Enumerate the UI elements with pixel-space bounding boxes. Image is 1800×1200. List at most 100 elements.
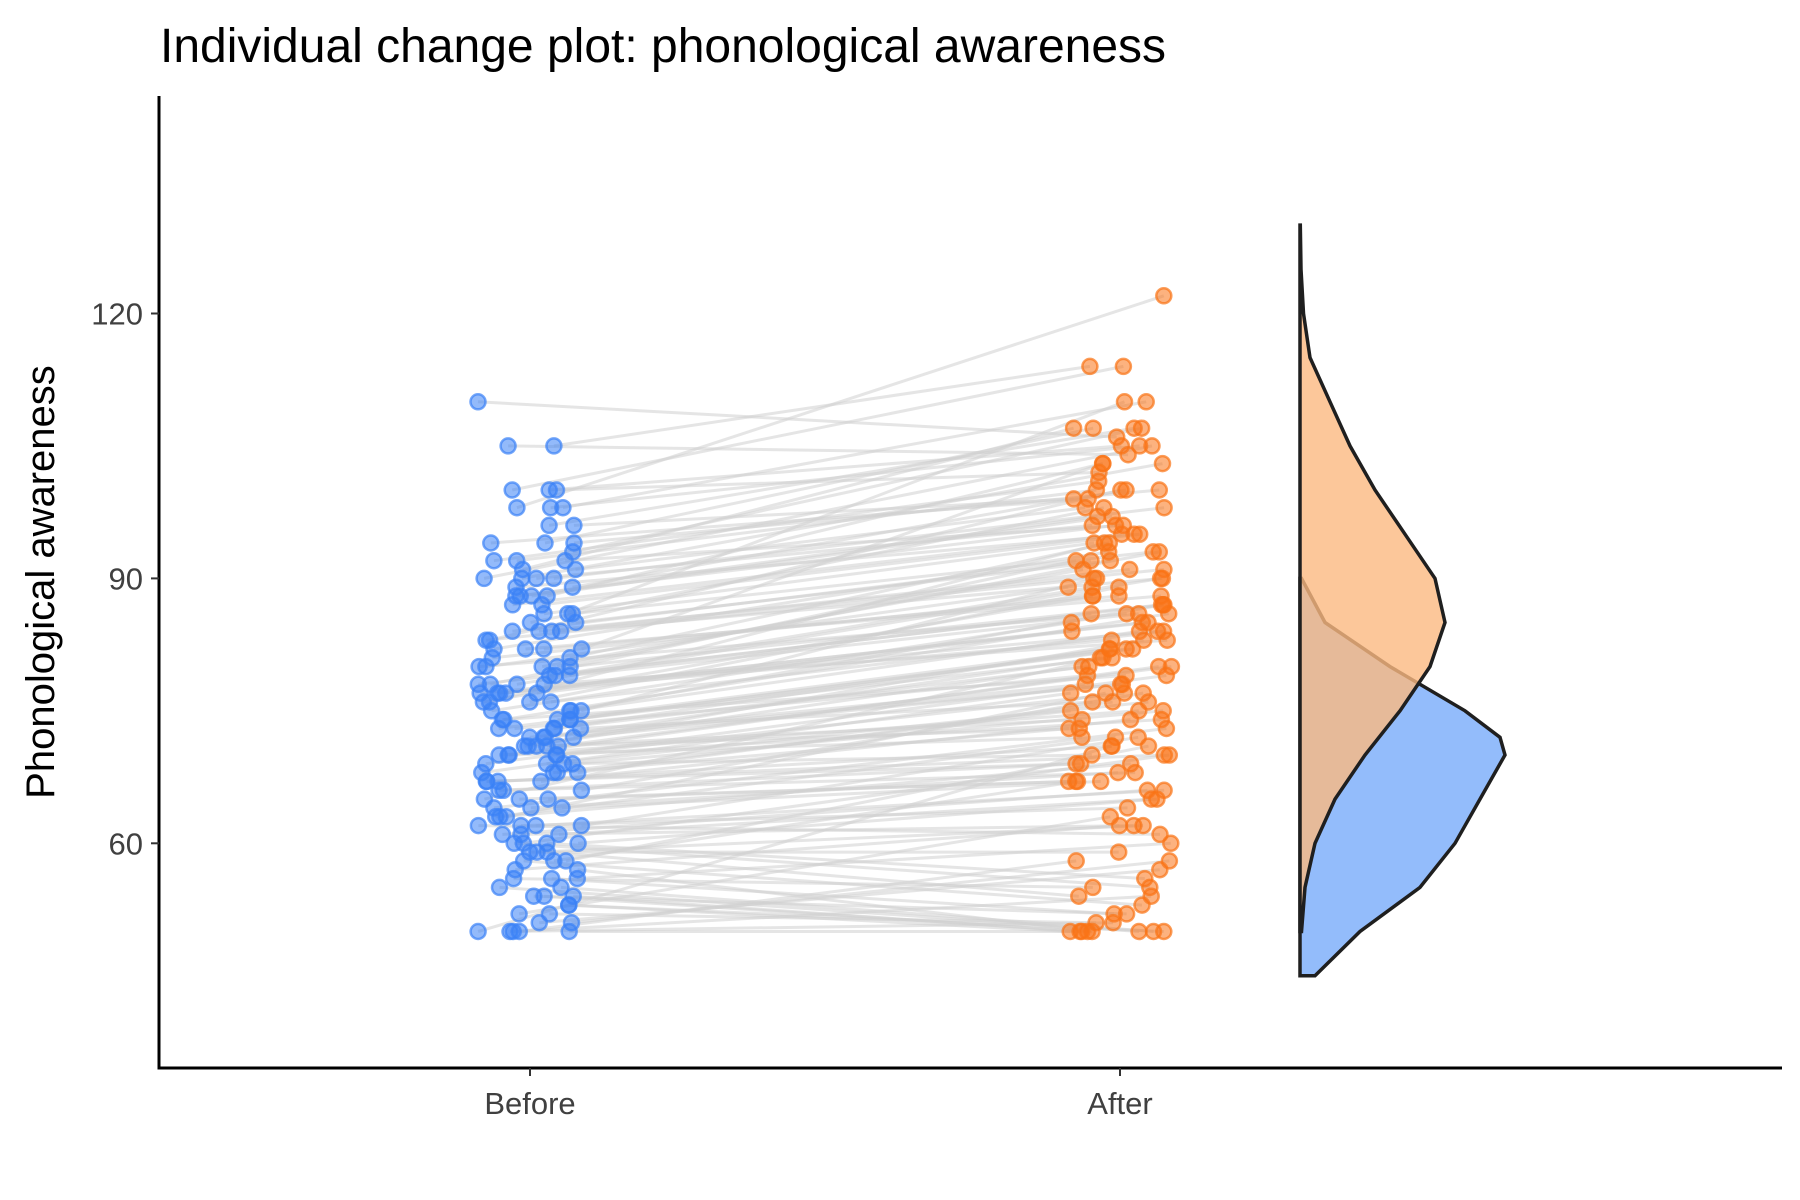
before-point (564, 728, 583, 747)
before-point (566, 613, 585, 632)
after-point (1123, 640, 1142, 658)
after-point (1144, 543, 1162, 561)
pair-line (518, 815, 1111, 916)
pair-line (581, 735, 1139, 828)
pair-line (509, 735, 1082, 757)
after-point (1091, 649, 1110, 667)
pair-line (520, 806, 1128, 828)
before-point (532, 772, 550, 791)
before-point (469, 393, 487, 411)
before-point (553, 799, 571, 817)
pair-line (509, 921, 1114, 933)
chart-title: Individual change plot: phonological awa… (160, 20, 1166, 73)
pair-line (572, 550, 1154, 616)
before-point (493, 825, 512, 844)
after-point (1120, 560, 1139, 579)
before-point (508, 498, 526, 517)
before-point (497, 808, 516, 826)
before-point (566, 560, 585, 579)
pair-line (553, 779, 1078, 863)
pair-line (541, 532, 1140, 607)
before-point (565, 516, 583, 535)
after-point (1155, 922, 1173, 941)
after-point (1109, 763, 1127, 782)
after-point (1125, 816, 1143, 835)
after-point (1083, 587, 1102, 605)
after-point (1084, 878, 1102, 897)
pair-line (483, 594, 1094, 704)
before-point (557, 852, 575, 870)
before-point (475, 569, 493, 588)
after-point (1133, 896, 1151, 914)
after-point (1118, 799, 1137, 817)
after-point (1159, 604, 1178, 623)
before-point (572, 781, 591, 800)
x-tick-label: Before (484, 1086, 575, 1121)
after-point (1112, 481, 1130, 499)
after-point (1083, 516, 1102, 535)
y-tick-label: 120 (91, 297, 143, 332)
before-point (469, 816, 488, 835)
pair-line (521, 462, 1163, 580)
after-point (1060, 719, 1078, 738)
pair-line (503, 612, 1169, 722)
y-tick-label: 60 (109, 826, 143, 861)
before-point (572, 640, 591, 658)
pair-line (572, 488, 1127, 589)
after-point (1091, 772, 1110, 791)
pair-line (516, 294, 1165, 510)
pair-line (558, 797, 1152, 836)
after-point (1137, 393, 1155, 411)
after-point (1134, 631, 1153, 649)
before-point (489, 719, 508, 738)
after-point (1070, 887, 1088, 905)
after-point (1150, 481, 1169, 499)
before-point (482, 534, 500, 552)
after-point (1142, 790, 1161, 808)
after-point (1155, 287, 1173, 305)
after-point (1073, 728, 1091, 747)
before-point (542, 693, 560, 711)
after-point (1130, 437, 1149, 455)
pair-line (522, 426, 1074, 571)
after-point (1068, 772, 1087, 791)
before-point (540, 481, 558, 499)
after-point (1115, 393, 1134, 411)
after-point (1139, 737, 1158, 755)
before-point (572, 702, 590, 720)
after-point (1061, 702, 1080, 720)
after-point (1110, 587, 1128, 605)
pair-line (562, 400, 1147, 510)
before-point (544, 763, 563, 782)
after-point (1063, 622, 1081, 641)
pair-line (477, 744, 1112, 933)
pair-line (565, 744, 1149, 863)
before-point (535, 640, 553, 658)
after-point (1151, 860, 1169, 879)
after-point (1110, 816, 1129, 835)
before-point (524, 887, 543, 905)
before-point (569, 834, 587, 853)
before-point (510, 905, 528, 923)
before-point (535, 604, 553, 623)
density-curves (1298, 223, 1507, 978)
before-point (530, 913, 549, 932)
pair-line (529, 585, 1120, 704)
after-point (1076, 675, 1095, 694)
before-point (503, 622, 522, 641)
after-point (1061, 922, 1079, 941)
pair-line (540, 718, 1131, 783)
after-point (1103, 693, 1122, 711)
pair-line (577, 797, 1158, 845)
before-point (530, 622, 548, 641)
before-point (469, 922, 487, 941)
after-point (1126, 763, 1144, 782)
pair-line (489, 559, 1077, 686)
after-point (1121, 710, 1140, 729)
pair-line (544, 656, 1101, 739)
before-point (527, 816, 545, 835)
pair-line (536, 523, 1093, 580)
pair-line (493, 727, 1167, 810)
pair-line (489, 488, 1122, 642)
